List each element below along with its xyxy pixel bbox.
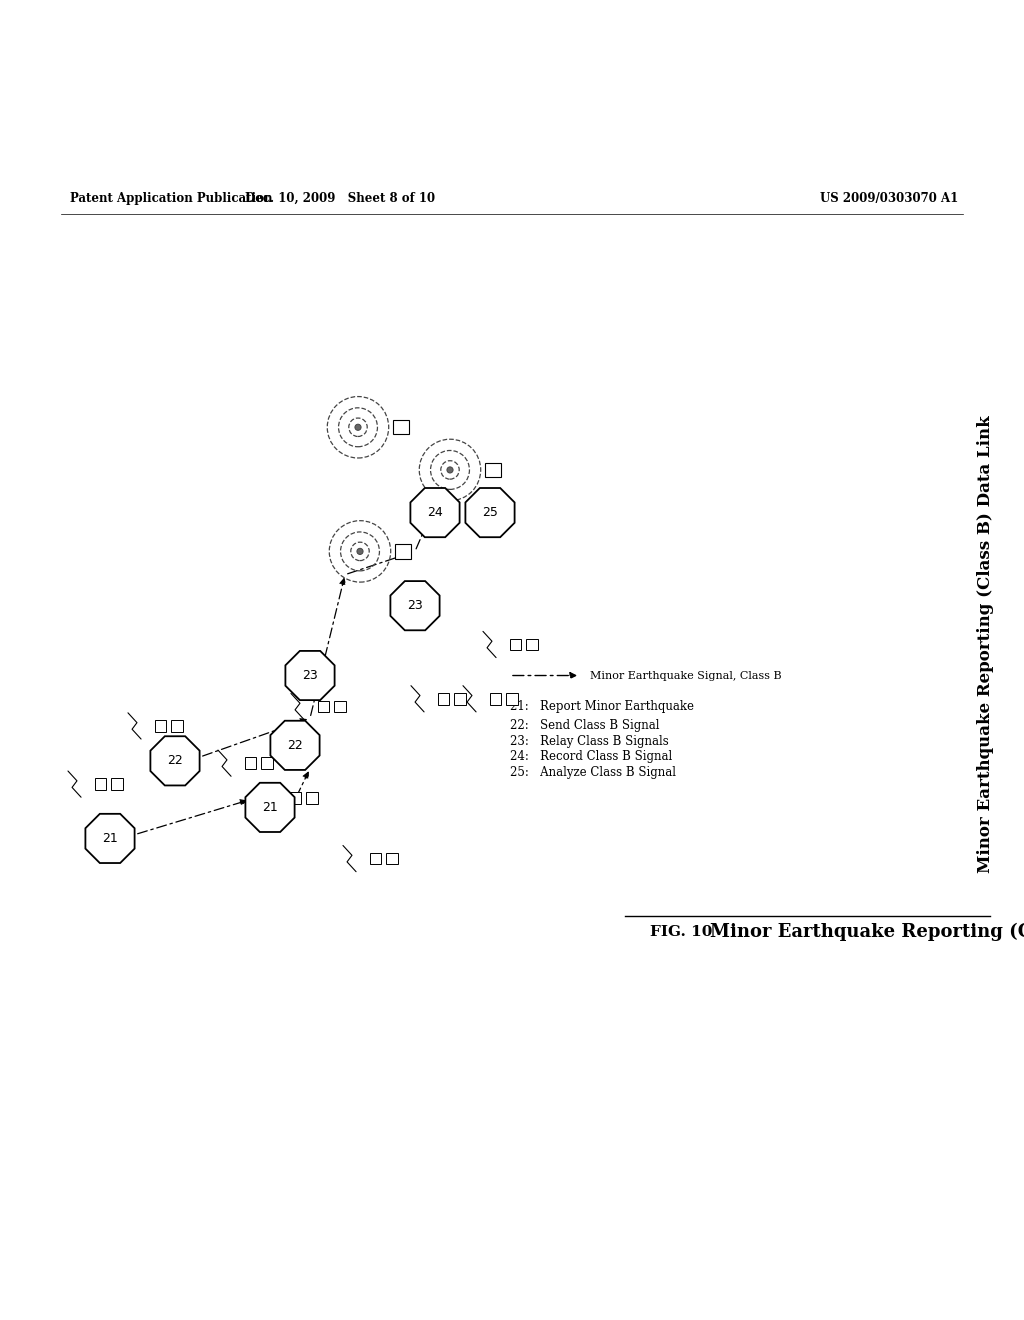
Text: 23: 23 — [408, 599, 423, 612]
Bar — [438, 693, 450, 705]
Bar — [490, 693, 502, 705]
Text: 21: 21 — [262, 801, 278, 814]
Text: US 2009/0303070 A1: US 2009/0303070 A1 — [820, 191, 958, 205]
Bar — [306, 792, 317, 804]
Text: FIG. 10: FIG. 10 — [650, 924, 713, 939]
Text: 21:   Report Minor Earthquake: 21: Report Minor Earthquake — [510, 700, 694, 713]
Text: Dec. 10, 2009   Sheet 8 of 10: Dec. 10, 2009 Sheet 8 of 10 — [245, 191, 435, 205]
Bar — [507, 693, 518, 705]
Text: 22: 22 — [167, 754, 183, 767]
Text: 22: 22 — [287, 739, 303, 752]
Bar — [95, 779, 106, 789]
Polygon shape — [246, 783, 295, 832]
Text: Patent Application Publication: Patent Application Publication — [70, 191, 272, 205]
Polygon shape — [465, 488, 515, 537]
Circle shape — [357, 548, 364, 554]
Bar — [386, 853, 398, 865]
Text: Minor Earthquake Signal, Class B: Minor Earthquake Signal, Class B — [590, 671, 781, 681]
Polygon shape — [411, 488, 460, 537]
Text: 25:   Analyze Class B Signal: 25: Analyze Class B Signal — [510, 766, 676, 779]
Bar — [245, 758, 256, 770]
Text: 22:   Send Class B Signal: 22: Send Class B Signal — [510, 719, 659, 733]
Bar — [290, 792, 301, 804]
Bar — [370, 853, 382, 865]
Text: 25: 25 — [482, 506, 498, 519]
Bar — [261, 758, 272, 770]
Text: 21: 21 — [102, 832, 118, 845]
Bar — [395, 544, 412, 558]
Polygon shape — [270, 721, 319, 770]
Circle shape — [446, 467, 453, 473]
Bar — [318, 701, 330, 713]
Polygon shape — [286, 651, 335, 700]
Text: 23:   Relay Class B Signals: 23: Relay Class B Signals — [510, 735, 669, 748]
Bar — [112, 779, 123, 789]
Polygon shape — [85, 814, 134, 863]
Bar — [510, 639, 521, 651]
Text: 24:   Record Class B Signal: 24: Record Class B Signal — [510, 751, 672, 763]
Bar — [171, 721, 183, 731]
Text: 23: 23 — [302, 669, 317, 682]
Bar — [393, 420, 410, 434]
Bar — [526, 639, 538, 651]
Text: Minor Earthquake Reporting (Class B) Data Link: Minor Earthquake Reporting (Class B) Dat… — [710, 923, 1024, 941]
Bar — [155, 721, 167, 731]
Bar — [484, 463, 501, 477]
Bar — [455, 693, 466, 705]
Text: Minor Earthquake Reporting (Class B) Data Link: Minor Earthquake Reporting (Class B) Dat… — [977, 416, 993, 874]
Text: 24: 24 — [427, 506, 442, 519]
Circle shape — [355, 424, 361, 430]
Bar — [335, 701, 346, 713]
Polygon shape — [390, 581, 439, 630]
Polygon shape — [151, 737, 200, 785]
